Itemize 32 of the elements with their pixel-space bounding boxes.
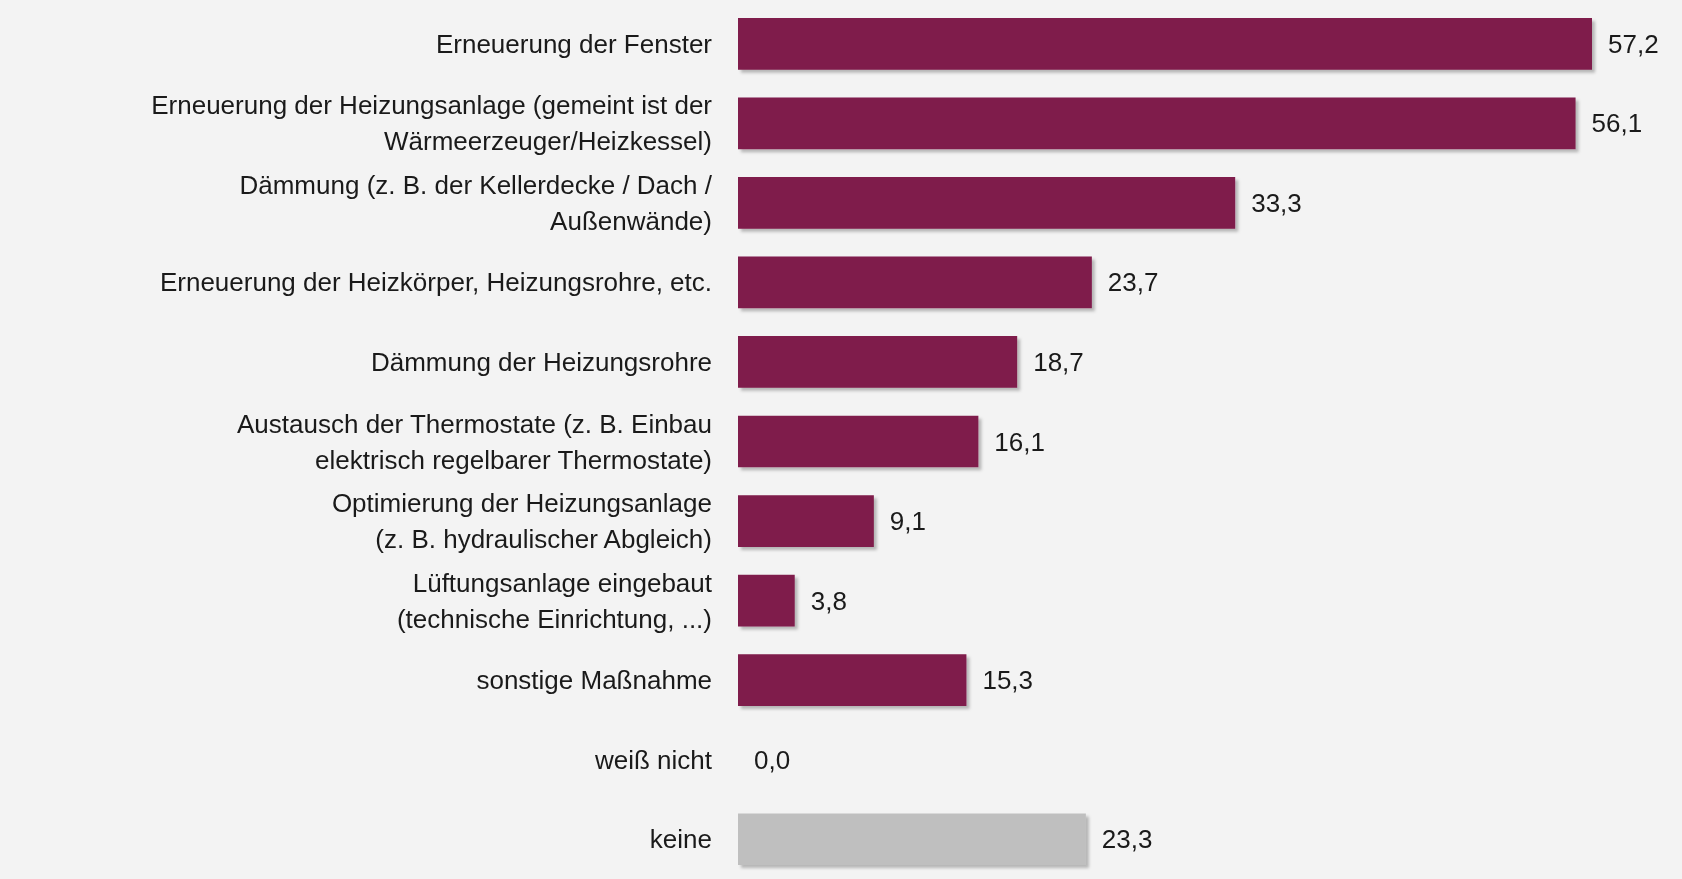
bar <box>738 574 795 627</box>
bar <box>738 177 1236 229</box>
bar <box>738 813 1086 866</box>
data-label: 15,3 <box>982 665 1034 696</box>
bar <box>738 654 967 706</box>
data-label: 23,3 <box>1101 824 1153 855</box>
data-label: 33,3 <box>1251 187 1302 218</box>
y-tick-label: Dämmung (z. B. der Kellerdecke / Dach / Außenwände) <box>239 169 713 236</box>
y-tick-label: Lüftungsanlage eingebaut (technische Einrichtung, ...) <box>396 567 713 634</box>
y-tick-label: Erneuerung der Heizkörper, Heizungsrohre, etc. <box>159 267 712 298</box>
bar <box>738 256 1092 309</box>
data-label: 23,7 <box>1107 267 1159 298</box>
y-tick-label: weiß nicht <box>593 744 713 775</box>
y-tick-label: Optimierung der Heizungsanlage (z. B. hydraulischer Abgleich) <box>331 488 712 555</box>
data-label: 56,1 <box>1591 108 1643 139</box>
data-label: 16,1 <box>994 426 1045 457</box>
bar <box>738 336 1018 388</box>
y-tick-label: sonstige Maßnahme <box>476 665 712 696</box>
bar <box>738 415 979 468</box>
y-tick-label: keine <box>649 824 712 855</box>
data-label: 57,2 <box>1608 28 1659 59</box>
bar <box>738 495 874 547</box>
y-tick-label: Erneuerung der Fenster <box>435 28 713 59</box>
bar <box>738 97 1576 150</box>
data-label: 3,8 <box>810 585 847 616</box>
data-label: 18,7 <box>1033 346 1084 377</box>
y-tick-label: Dämmung der Heizungsrohre <box>370 346 712 377</box>
data-label: 0,0 <box>754 744 791 775</box>
y-tick-label: Erneuerung der Heizungsanlage (gemeint ist der Wärmeerzeuger/Heizkessel) <box>151 90 713 157</box>
bar <box>738 17 1592 70</box>
y-tick-label: Austausch der Thermostate (z. B. Einbau elektrisch regelbarer Thermostate) <box>237 408 712 475</box>
data-label: 9,1 <box>889 506 927 537</box>
